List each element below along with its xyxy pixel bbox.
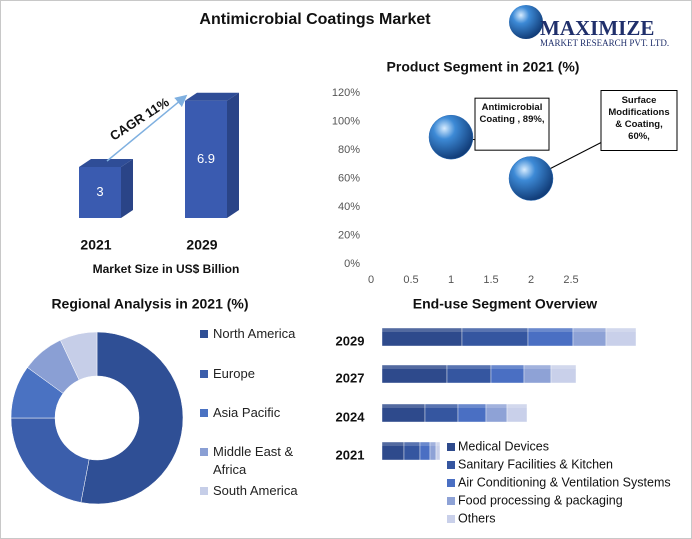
y-tick-label: 2024 bbox=[336, 409, 366, 424]
bar-highlight bbox=[420, 442, 430, 446]
y-tick-label: 2029 bbox=[336, 333, 365, 348]
value-label: 3 bbox=[96, 184, 103, 199]
value-label: Surface Modifications & Coating, 60%, bbox=[608, 94, 670, 142]
bar bbox=[185, 100, 227, 218]
bar-segment bbox=[550, 364, 577, 384]
y-tick-label: 0% bbox=[344, 258, 360, 270]
y-tick-label: 100% bbox=[332, 115, 360, 127]
legend-swatch bbox=[200, 370, 208, 378]
logo: MAXIMIZE MARKET RESEARCH PVT. LTD. bbox=[509, 5, 669, 48]
bar-highlight bbox=[458, 404, 486, 408]
x-tick-label: 2029 bbox=[186, 237, 217, 253]
y-tick-label: 120% bbox=[332, 87, 360, 99]
bar-highlight bbox=[404, 442, 420, 446]
legend-swatch bbox=[447, 497, 455, 505]
legend-label: Others bbox=[458, 511, 496, 525]
bar-side bbox=[227, 92, 239, 218]
y-tick-label: 20% bbox=[338, 229, 360, 241]
legend-label: Air Conditioning & Ventilation Systems bbox=[458, 475, 671, 489]
bar-highlight bbox=[425, 404, 458, 408]
legend-label: Sanitary Facilities & Kitchen bbox=[458, 457, 613, 471]
bar-segment bbox=[435, 441, 441, 461]
x-tick-label: 1.5 bbox=[483, 274, 498, 286]
legend-swatch bbox=[200, 487, 208, 495]
legend-label: Food processing & packaging bbox=[458, 493, 623, 507]
legend-swatch bbox=[200, 330, 208, 338]
donut-segment bbox=[80, 331, 184, 505]
bar-highlight bbox=[486, 404, 507, 408]
point bbox=[428, 114, 474, 160]
legend-swatch bbox=[447, 479, 455, 487]
chart-title: Antimicrobial Coatings Market bbox=[199, 11, 431, 28]
bar-highlight bbox=[606, 328, 636, 332]
bar-highlight bbox=[524, 365, 551, 369]
legend-label: Asia Pacific bbox=[213, 405, 281, 420]
bar-top bbox=[185, 92, 239, 101]
bar-highlight bbox=[382, 404, 425, 408]
callout-box bbox=[474, 97, 550, 151]
chart-title: Product Segment in 2021 (%) bbox=[387, 59, 580, 75]
value-label: 6.9 bbox=[197, 151, 215, 166]
x-tick-label: 0.5 bbox=[403, 274, 418, 286]
callout-box bbox=[600, 90, 678, 151]
bar-highlight bbox=[491, 365, 524, 369]
legend-swatch bbox=[200, 409, 208, 417]
y-tick-label: 2027 bbox=[336, 370, 365, 385]
legend-swatch bbox=[200, 448, 208, 456]
bar-highlight bbox=[382, 365, 447, 369]
legend-label: North America bbox=[213, 326, 296, 341]
chart-title: End-use Segment Overview bbox=[413, 296, 598, 312]
bar-highlight bbox=[382, 328, 462, 332]
x-tick-label: 2.5 bbox=[563, 274, 578, 286]
y-tick-label: 60% bbox=[338, 172, 360, 184]
y-tick-label: 40% bbox=[338, 201, 360, 213]
logo-globe bbox=[509, 5, 543, 39]
bar-highlight bbox=[462, 328, 528, 332]
x-axis-label: Market Size in US$ Billion bbox=[93, 262, 240, 276]
bar-highlight bbox=[551, 365, 576, 369]
logo-name: MAXIMIZE bbox=[540, 16, 654, 40]
bar-highlight bbox=[573, 328, 606, 332]
x-tick-label: 1 bbox=[448, 274, 454, 286]
bar-segment bbox=[506, 403, 528, 423]
bar-highlight bbox=[430, 442, 436, 446]
legend-label: South America bbox=[213, 483, 298, 498]
donut-segment bbox=[10, 417, 90, 503]
legend-swatch bbox=[447, 461, 455, 469]
legend-label: Middle East & Africa bbox=[213, 444, 294, 477]
x-tick-label: 0 bbox=[368, 274, 374, 286]
legend-swatch bbox=[447, 515, 455, 523]
legend-swatch bbox=[447, 443, 455, 451]
point bbox=[508, 156, 554, 201]
bar bbox=[79, 167, 121, 218]
bar-highlight bbox=[507, 404, 527, 408]
logo-tagline: MARKET RESEARCH PVT. LTD. bbox=[540, 38, 669, 48]
annotation: CAGR 11% bbox=[107, 94, 172, 143]
cagr-arrow bbox=[106, 94, 188, 162]
chart-title: Regional Analysis in 2021 (%) bbox=[51, 296, 248, 312]
y-tick-label: 2021 bbox=[336, 447, 365, 462]
y-tick-label: 80% bbox=[338, 144, 360, 156]
bar-highlight bbox=[436, 442, 440, 446]
bar-highlight bbox=[528, 328, 573, 332]
x-tick-label: 2021 bbox=[80, 237, 111, 253]
donut-segment bbox=[60, 331, 98, 381]
bar-top bbox=[79, 159, 133, 167]
bar-highlight bbox=[382, 442, 404, 446]
bar-highlight bbox=[447, 365, 491, 369]
bar-segment bbox=[605, 327, 637, 347]
value-label: Antimicrobial Coating , 89%, bbox=[479, 102, 545, 126]
legend-label: Medical Devices bbox=[458, 439, 549, 453]
legend-label: Europe bbox=[213, 366, 255, 381]
bar-side bbox=[121, 159, 133, 218]
x-tick-label: 2 bbox=[528, 274, 534, 286]
